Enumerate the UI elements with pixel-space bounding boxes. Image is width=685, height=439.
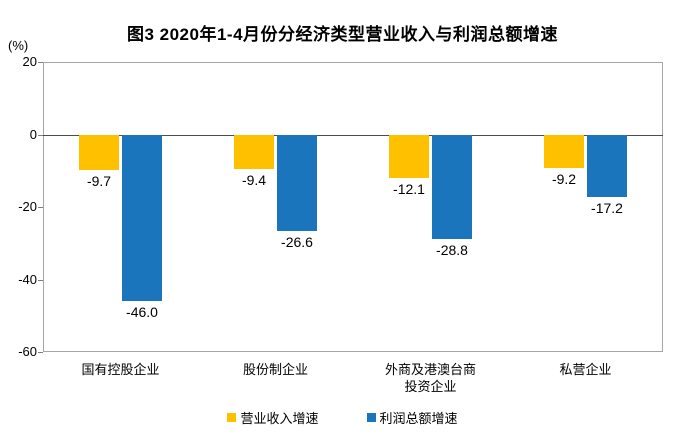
zero-baseline (43, 134, 663, 136)
bar-value-label: -9.7 (86, 172, 112, 189)
bar-value-label: -28.8 (436, 241, 468, 258)
legend-label: 利润总额增速 (379, 411, 458, 426)
y-axis-unit-label: (%) (8, 38, 29, 53)
bar-value-label: -9.2 (551, 170, 577, 187)
legend-color-swatch-icon (366, 413, 376, 422)
bar (544, 134, 584, 168)
bar-value-label: -9.4 (241, 171, 267, 188)
y-axis-tick-mark (38, 134, 43, 136)
bar-value-label: -46.0 (126, 304, 158, 321)
bar (432, 134, 472, 239)
chart-title: 图3 2020年1-4月份分经济类型营业收入与利润总额增速 (126, 25, 559, 44)
y-axis-tick-label: 0 (29, 126, 37, 142)
y-axis-tick-label: -40 (18, 271, 37, 287)
bar-value-label: -17.2 (591, 199, 623, 216)
legend-item: 营业收入增速 (227, 408, 319, 427)
bar (79, 134, 119, 170)
legend-item: 利润总额增速 (366, 408, 458, 427)
y-axis-tick-mark (38, 62, 43, 63)
category-label: 外商及港澳台商 投资企业 (384, 362, 476, 394)
legend: 营业收入增速 利润总额增速 (0, 408, 685, 427)
category-label: 股份制企业 (242, 362, 308, 377)
legend-color-swatch-icon (227, 413, 237, 422)
bar (587, 134, 627, 197)
y-axis-tick-label: -20 (18, 199, 37, 214)
bar (234, 134, 274, 169)
y-axis-tick-label: 20 (22, 54, 37, 69)
category-label: 国有控股企业 (81, 362, 160, 377)
bar-value-label: -12.1 (393, 181, 425, 198)
bar (122, 134, 162, 302)
bar (389, 134, 429, 179)
bar (277, 134, 317, 231)
y-axis-tick-mark (38, 279, 43, 281)
y-axis-tick-mark (38, 352, 43, 353)
category-label: 私营企业 (559, 362, 612, 377)
bar-value-label: -26.6 (281, 233, 313, 250)
y-axis-tick-mark (38, 207, 43, 208)
legend-label: 营业收入增速 (240, 411, 319, 426)
y-axis-tick-label: -60 (18, 344, 37, 359)
